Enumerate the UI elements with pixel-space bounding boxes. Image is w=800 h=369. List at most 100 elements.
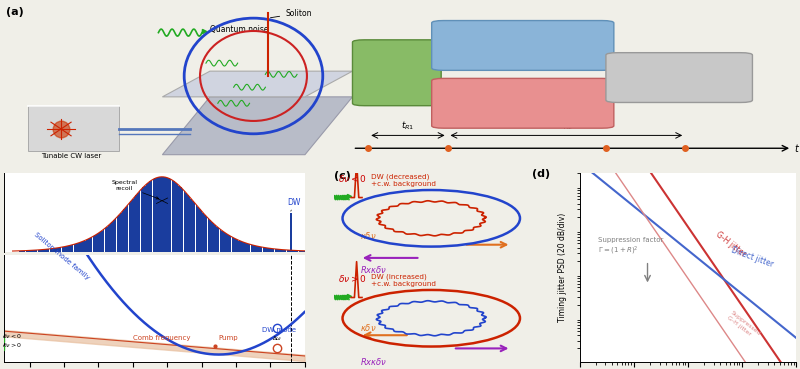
Bar [118, 215, 120, 252]
Bar [120, 213, 122, 252]
Bar [186, 193, 187, 252]
Text: Suppression factor
$\Gamma=(1+R)^2$: Suppression factor $\Gamma=(1+R)^2$ [598, 237, 663, 257]
Bar [115, 218, 117, 252]
Bar [250, 245, 252, 252]
Bar [135, 195, 137, 252]
Bar [171, 180, 173, 252]
Bar [226, 234, 228, 252]
Bar [127, 205, 129, 252]
Bar [134, 197, 135, 252]
Bar [26, 251, 27, 252]
Bar [50, 249, 51, 252]
Bar [254, 245, 255, 252]
Bar [154, 178, 156, 252]
FancyBboxPatch shape [432, 78, 614, 128]
Bar [232, 237, 234, 252]
Bar [30, 250, 32, 252]
FancyBboxPatch shape [432, 21, 614, 70]
Bar [27, 251, 29, 252]
Bar [144, 186, 146, 252]
Text: $\delta\nu<0$: $\delta\nu<0$ [2, 332, 22, 340]
Text: (a): (a) [6, 7, 23, 17]
Bar [57, 248, 58, 252]
Bar [159, 177, 161, 252]
Bar [295, 251, 297, 252]
Bar [210, 220, 211, 252]
Bar [65, 246, 66, 252]
Text: Quantum
noise: Quantum noise [379, 63, 414, 82]
Bar [211, 222, 213, 252]
Bar [261, 247, 262, 252]
Bar [96, 234, 98, 252]
Bar [180, 187, 182, 252]
Bar [51, 249, 53, 252]
FancyBboxPatch shape [28, 107, 119, 151]
Polygon shape [162, 71, 353, 97]
Bar [78, 242, 80, 252]
Bar [62, 247, 63, 252]
Bar [98, 233, 99, 252]
Text: DW (increased)
+c.w. background: DW (increased) +c.w. background [370, 274, 436, 287]
Polygon shape [162, 97, 353, 155]
Bar [278, 249, 279, 252]
Bar [256, 246, 258, 252]
Bar [259, 247, 261, 252]
Bar [276, 249, 278, 252]
Bar [271, 249, 273, 252]
Text: (c): (c) [334, 171, 350, 181]
Text: (d): (d) [532, 169, 550, 179]
Bar [89, 238, 90, 252]
Bar [270, 248, 271, 252]
Text: Spectral
recoil: Spectral recoil [111, 180, 158, 199]
Bar [81, 242, 82, 252]
Bar [103, 230, 104, 252]
Bar [142, 187, 144, 252]
Bar [123, 209, 125, 252]
Text: $Rx\kappa\delta\nu$: $Rx\kappa\delta\nu$ [360, 264, 387, 275]
Bar [147, 183, 149, 252]
Text: $Rx\kappa\delta\nu$: $Rx\kappa\delta\nu$ [360, 356, 387, 368]
Bar [206, 217, 207, 252]
Bar [132, 199, 134, 252]
Bar [69, 245, 70, 252]
Text: Suppressed
G-H jitter: Suppressed G-H jitter [726, 310, 761, 341]
Bar [113, 220, 114, 252]
Bar [192, 201, 194, 252]
Bar [198, 207, 199, 252]
Bar [158, 177, 159, 252]
Bar [218, 228, 219, 252]
Text: $t$: $t$ [794, 142, 800, 154]
Bar [90, 237, 92, 252]
Bar [74, 244, 75, 252]
Bar [268, 248, 270, 252]
Bar [178, 186, 180, 252]
Bar [149, 181, 150, 252]
Bar [207, 218, 209, 252]
Text: $\delta\nu>0$: $\delta\nu>0$ [2, 341, 22, 349]
Bar [302, 251, 304, 252]
Bar [189, 197, 190, 252]
Bar [42, 249, 44, 252]
Bar [298, 251, 300, 252]
FancyBboxPatch shape [606, 53, 753, 103]
Text: $\delta\nu>0$: $\delta\nu>0$ [338, 273, 367, 284]
Text: Tunable CW laser: Tunable CW laser [41, 153, 102, 159]
Bar [292, 250, 294, 252]
Text: Quantum-limited
timing jitter: Quantum-limited timing jitter [650, 71, 709, 84]
Bar [258, 246, 259, 252]
Bar [139, 191, 141, 252]
Bar [300, 251, 302, 252]
Bar [153, 179, 154, 252]
Text: Direct location fluctuation
(Direct jitter): Direct location fluctuation (Direct jitt… [477, 39, 568, 52]
FancyBboxPatch shape [353, 40, 441, 106]
Bar [165, 177, 166, 252]
Bar [228, 235, 230, 252]
Bar [166, 177, 168, 252]
Bar [72, 245, 74, 252]
Bar [75, 244, 77, 252]
Bar [187, 195, 189, 252]
Bar [45, 249, 46, 252]
Bar [38, 250, 39, 252]
Bar [304, 251, 306, 252]
Text: DW (decreased)
+c.w. background: DW (decreased) +c.w. background [370, 174, 436, 187]
